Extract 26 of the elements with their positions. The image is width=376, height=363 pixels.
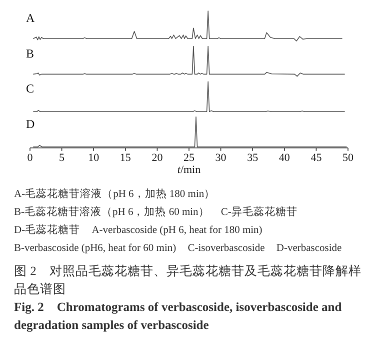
x-tick-label: 0 [27, 152, 34, 164]
text: B-verbascoside (pH6, heat for 60 min) [14, 243, 176, 254]
chart-title: B [26, 46, 34, 60]
x-tick-label: 15 [120, 152, 132, 164]
chart-title: D [26, 116, 35, 131]
text: C-isoverbascoside [188, 243, 265, 254]
x-tick-label: 20 [152, 152, 164, 164]
x-tick-label: 5 [59, 152, 66, 164]
x-tick-label: 25 [184, 152, 195, 164]
chart-title: C [26, 82, 34, 96]
text: A-verbascoside (pH 6, heat for 180 min) [92, 225, 262, 236]
text: Fig. 2 Chromatograms of verbascoside, isoverbascoside and degradation samples of verbascoside [14, 299, 343, 334]
text: 图 2 对照品毛蕊花糖苷、异毛蕊花糖苷及毛蕊花糖苷降解样品色谱图 [14, 263, 362, 298]
x-tick-label: 10 [88, 152, 100, 164]
x-tick-label: 35 [247, 152, 259, 164]
text: D-verbascoside [276, 243, 342, 254]
x-tick-label: 50 [342, 152, 354, 164]
x-tick-label: 30 [215, 152, 227, 164]
chart-title: A [26, 11, 35, 25]
x-tick-label: 40 [278, 152, 290, 164]
x-tick-label: 45 [310, 152, 322, 164]
text: B-毛蕊花糖苷溶液（pH 6，加热 60 min） [14, 207, 210, 218]
x-axis-title: t/min [177, 164, 202, 176]
text: D-毛蕊花糖苷 [14, 225, 80, 236]
text: C-异毛蕊花糖苷 [220, 207, 298, 218]
text: A-毛蕊花糖苷溶液（pH 6，加热 180 min） [14, 189, 216, 200]
